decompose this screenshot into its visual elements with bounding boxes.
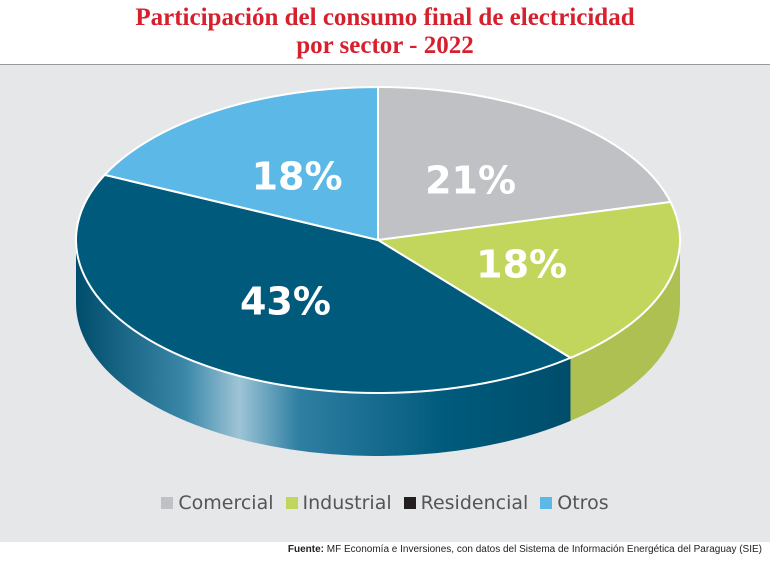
data-label-otros: 18%: [252, 154, 343, 198]
pie-slice-otros: [103, 86, 379, 241]
source-label: Fuente:: [287, 544, 324, 555]
chart-legend: Comercial Industrial Residencial Otros: [0, 492, 770, 514]
data-label-residencial: 43%: [240, 279, 331, 323]
legend-swatch-industrial: [285, 497, 298, 509]
pie-slice-residencial: [75, 173, 572, 394]
legend-swatch-residencial: [403, 497, 416, 509]
legend-item-otros: Otros: [540, 492, 609, 514]
data-label-comercial: 21%: [425, 159, 516, 203]
legend-swatch-comercial: [161, 497, 174, 509]
pie-slice-comercial: [377, 86, 672, 241]
chart-header: Participación del consumo final de elect…: [0, 0, 770, 65]
data-label-industrial: 18%: [476, 243, 567, 287]
legend-label-comercial: Comercial: [178, 492, 274, 514]
source-text: MF Economía e Inversiones, con datos del…: [324, 544, 762, 555]
legend-swatch-otros: [540, 497, 553, 509]
legend-label-otros: Otros: [557, 492, 609, 514]
pie-slice-industrial: [377, 200, 681, 359]
chart-title-line-1: Participación del consumo final de elect…: [135, 4, 635, 31]
pie-side-industrial: [570, 240, 680, 421]
legend-label-industrial: Industrial: [302, 492, 392, 514]
chart-title-line-2: por sector - 2022: [296, 32, 474, 59]
legend-item-residencial: Residencial: [403, 492, 529, 514]
legend-item-industrial: Industrial: [285, 492, 392, 514]
legend-label-residencial: Residencial: [420, 492, 529, 514]
legend-item-comercial: Comercial: [161, 492, 274, 514]
source-note: Fuente: MF Economía e Inversiones, con d…: [288, 544, 762, 555]
pie-chart: 21% 18% 43% 18%: [75, 86, 681, 456]
pie-side-residencial: [76, 240, 571, 456]
